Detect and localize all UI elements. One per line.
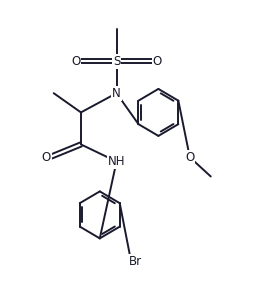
Text: S: S <box>113 55 120 68</box>
Text: O: O <box>42 151 51 164</box>
Text: O: O <box>185 151 194 164</box>
Text: N: N <box>112 87 121 100</box>
Text: O: O <box>153 55 162 68</box>
Text: O: O <box>71 55 80 68</box>
Text: Br: Br <box>129 255 142 268</box>
Text: NH: NH <box>108 155 125 168</box>
